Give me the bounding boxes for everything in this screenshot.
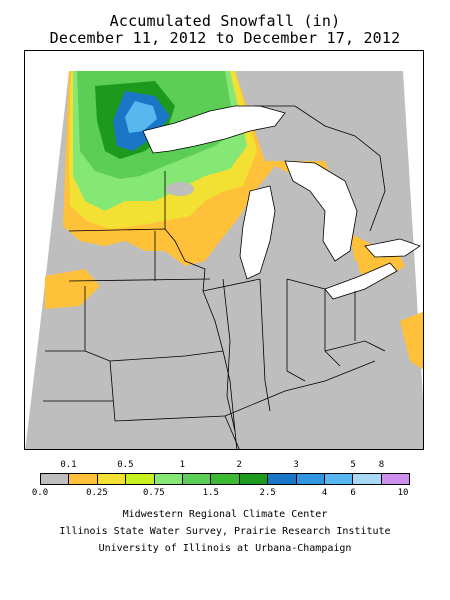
legend-top-tick: 0.5: [117, 460, 134, 470]
lake-michigan: [239, 185, 276, 280]
legend-swatch: [211, 474, 240, 484]
legend-swatch: [154, 474, 183, 484]
no-snow-pocket: [166, 182, 194, 196]
lake-erie: [324, 262, 398, 300]
credit-line: Illinois State Water Survey, Prairie Res…: [59, 526, 391, 537]
credit-line: University of Illinois at Urbana-Champai…: [98, 543, 352, 554]
legend-top-tick: 8: [378, 460, 385, 470]
northern-coastline: [255, 105, 386, 232]
legend-swatch: [182, 474, 212, 484]
legend-swatch: [97, 474, 127, 484]
legend-swatch: [381, 474, 410, 484]
legend-swatch: [324, 474, 354, 484]
map-title: Accumulated Snowfall (in): [109, 12, 341, 30]
legend-top-tick: 2: [236, 460, 242, 470]
legend-top-tick: 5: [350, 460, 356, 470]
trace-snow-west: [45, 269, 100, 309]
legend-bottom-tick: 2.5: [259, 488, 276, 498]
legend-swatch: [126, 474, 155, 484]
lake-huron: [284, 160, 358, 262]
legend-bottom-tick: 10: [397, 488, 409, 498]
peak-snow-core: [125, 101, 157, 133]
legend-bottom-tick: 4: [321, 488, 328, 498]
legend-swatch: [353, 474, 382, 484]
legend-swatch: [239, 474, 269, 484]
lake-superior: [142, 105, 286, 154]
map-svg: [25, 51, 423, 449]
map-subtitle: December 11, 2012 to December 17, 2012: [49, 29, 401, 47]
legend-swatch: [296, 474, 325, 484]
legend-top-tick: 1: [179, 460, 186, 470]
trace-snow-southeast: [400, 311, 423, 370]
legend-swatch: [69, 474, 98, 484]
legend-swatch: [41, 474, 70, 484]
legend-bottom-tick: 0.25: [86, 488, 108, 498]
legend-bottom-tick: 0.75: [142, 488, 165, 498]
legend-color-bar: [40, 473, 410, 485]
legend-bottom-tick: 6: [350, 488, 356, 498]
state-borders: [43, 171, 386, 449]
legend-top-tick: 3: [293, 460, 299, 470]
color-legend: 0.1 0.5 1 2 3 5 8 0.0 0.25 0.75 1.5 2.5 …: [32, 458, 410, 502]
legend-top-tick: 0.1: [60, 460, 77, 470]
legend-bottom-tick: 0.0: [31, 488, 49, 498]
credit-line: Midwestern Regional Climate Center: [122, 509, 328, 520]
snowfall-map: [24, 50, 424, 450]
lake-ontario: [364, 238, 421, 258]
legend-bottom-tick: 1.5: [202, 488, 219, 498]
mississippi-river: [202, 290, 238, 449]
legend-swatch: [268, 474, 297, 484]
